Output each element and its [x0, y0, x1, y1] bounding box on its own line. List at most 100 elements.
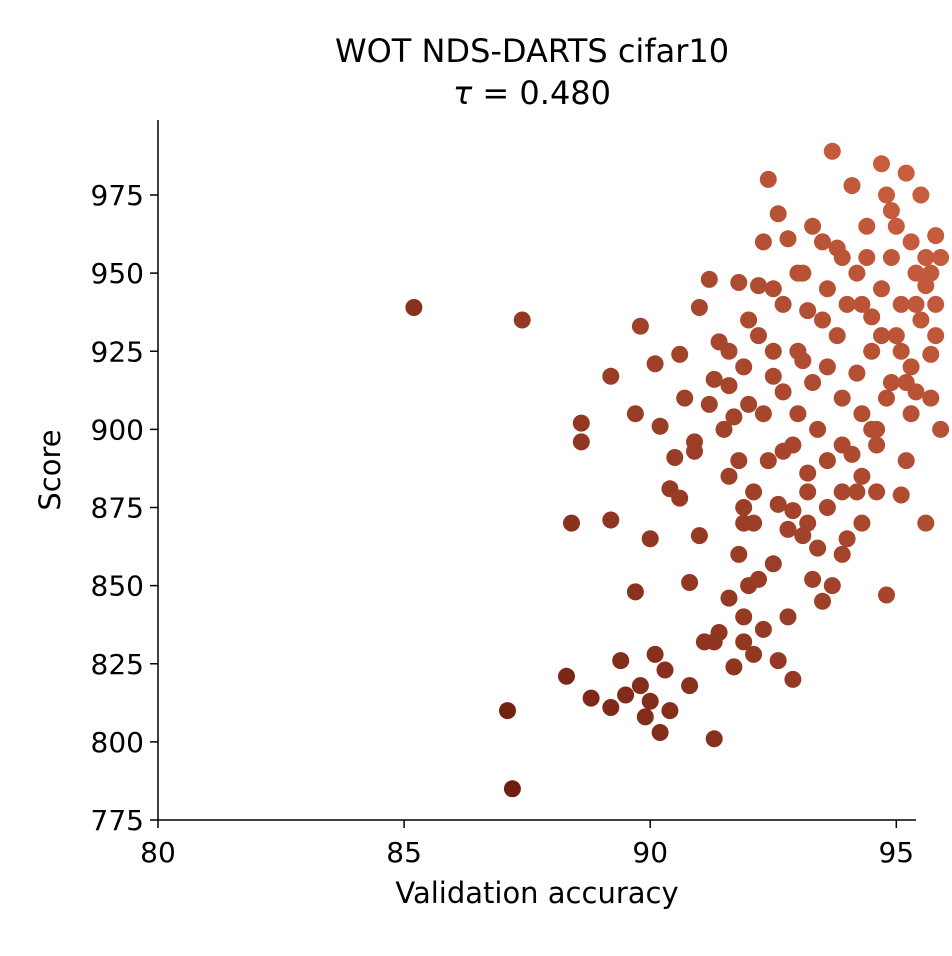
scatter-point	[558, 667, 575, 685]
scatter-point	[705, 633, 723, 651]
scatter-point	[927, 227, 945, 245]
scatter-point	[612, 652, 630, 670]
scatter-point	[774, 383, 792, 401]
scatter-point	[735, 514, 753, 532]
scatter-point	[833, 483, 851, 501]
y-tick-label: 825	[91, 648, 144, 681]
scatter-point	[725, 408, 743, 426]
scatter-point	[902, 358, 920, 376]
scatter-point	[907, 264, 925, 282]
y-tick-label: 975	[91, 179, 144, 212]
scatter-point	[572, 433, 590, 451]
scatter-point	[602, 367, 620, 385]
y-tick-label: 775	[91, 804, 144, 837]
scatter-point	[715, 420, 733, 438]
tau-value: 0.480	[519, 74, 611, 112]
chart-subtitle: τ = 0.480	[453, 74, 611, 112]
x-tick-label: 80	[140, 836, 176, 869]
scatter-point	[499, 702, 516, 720]
scatter-point	[705, 730, 723, 748]
scatter-point	[764, 280, 782, 298]
scatter-point	[661, 702, 679, 720]
scatter-point	[848, 483, 866, 501]
scatter-point	[887, 327, 905, 345]
scatter-point	[784, 502, 802, 520]
scatter-point	[700, 395, 718, 413]
scatter-point	[804, 374, 822, 391]
scatter-point	[863, 308, 881, 326]
scatter-point	[814, 233, 831, 251]
scatter-point	[764, 342, 782, 360]
scatter-point	[730, 452, 748, 470]
scatter-point	[646, 355, 664, 373]
scatter-point	[922, 389, 940, 407]
scatter-point	[784, 670, 802, 688]
scatter-point	[932, 420, 950, 438]
scatter-point	[804, 217, 822, 235]
x-tick-label: 95	[878, 836, 914, 869]
scatter-point	[823, 577, 841, 595]
x-tick-label: 85	[386, 836, 422, 869]
scatter-point	[927, 295, 945, 313]
scatter-point	[754, 233, 772, 251]
scatter-point	[897, 374, 915, 391]
scatter-point	[902, 233, 920, 251]
scatter-point	[799, 483, 817, 501]
scatter-point	[833, 249, 851, 266]
scatter-point	[666, 449, 684, 466]
chart-title: WOT NDS-DARTS cifar10	[335, 32, 729, 70]
scatter-point	[922, 345, 940, 363]
scatter-point	[720, 377, 738, 395]
scatter-point	[818, 452, 836, 470]
scatter-point	[838, 530, 856, 548]
scatter-point	[774, 295, 792, 313]
scatter-point	[759, 452, 777, 470]
scatter-point	[700, 270, 718, 288]
scatter-point	[878, 389, 895, 407]
scatter-point	[912, 311, 930, 329]
scatter-point	[917, 514, 935, 532]
y-tick-label: 925	[91, 335, 144, 368]
scatter-point	[818, 358, 836, 376]
scatter-point	[730, 274, 748, 291]
scatter-point	[853, 405, 871, 423]
scatter-point	[853, 295, 871, 313]
scatter-point	[833, 436, 851, 454]
scatter-point	[907, 295, 925, 313]
scatter-point	[636, 708, 654, 726]
scatter-point	[814, 311, 831, 329]
scatter-point	[784, 436, 802, 454]
scatter-point	[823, 142, 841, 160]
scatter-point	[617, 686, 635, 704]
x-tick-label: 90	[632, 836, 668, 869]
scatter-point	[873, 155, 890, 173]
scatter-point	[853, 514, 871, 532]
scatter-point	[882, 374, 900, 391]
scatter-point	[799, 464, 817, 482]
scatter-point	[405, 299, 423, 316]
scatter-point	[799, 302, 817, 320]
scatter-point	[690, 299, 708, 316]
scatter-point	[646, 645, 664, 663]
scatter-point	[735, 633, 753, 651]
scatter-point	[897, 452, 915, 470]
scatter-point	[681, 574, 699, 591]
scatter-point	[720, 342, 738, 360]
y-tick-label: 900	[91, 413, 144, 446]
y-tick-label: 875	[91, 492, 144, 525]
scatter-point	[892, 295, 910, 313]
scatter-point	[769, 495, 787, 513]
scatter-point	[671, 345, 689, 363]
scatter-point	[759, 170, 777, 188]
scatter-point	[631, 317, 649, 335]
scatter-point	[513, 311, 531, 329]
scatter-point	[745, 483, 763, 501]
y-axis-label: Score	[33, 429, 67, 510]
scatter-point	[838, 295, 856, 313]
scatter-point	[882, 202, 900, 220]
scatter-point	[873, 280, 890, 298]
tau-prefix: τ =	[453, 74, 519, 112]
scatter-point	[779, 230, 797, 248]
scatter-point	[656, 661, 674, 679]
